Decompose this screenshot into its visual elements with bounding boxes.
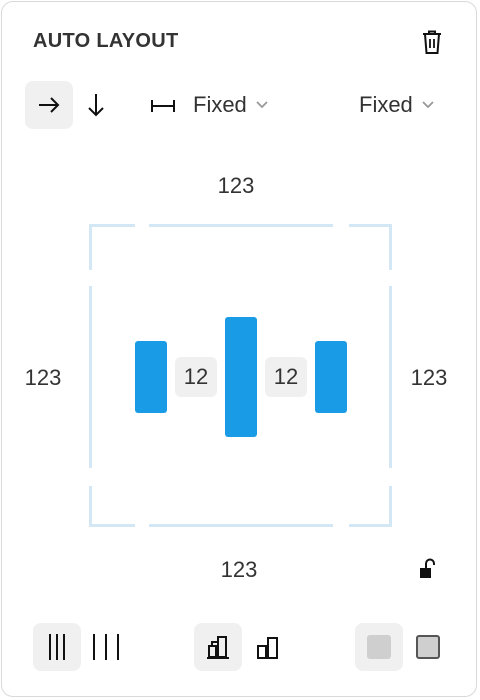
- padding-right-value[interactable]: 123: [410, 365, 448, 390]
- padding-top-value[interactable]: 123: [217, 173, 255, 198]
- bar-chart-icon: [207, 636, 229, 659]
- frame-left-bottom-segment: [89, 486, 92, 527]
- arrow-right-icon: [39, 97, 60, 113]
- child-item-3: [315, 341, 347, 413]
- padding-lock-button[interactable]: [412, 554, 442, 584]
- frame-top-center-segment: [149, 224, 333, 227]
- height-sizing-dropdown[interactable]: Fixed: [359, 92, 435, 118]
- direction-vertical-button[interactable]: [76, 81, 116, 129]
- filled-square-icon: [367, 635, 391, 659]
- outlined-square-icon: [416, 635, 440, 659]
- chevron-down-icon: [422, 101, 434, 109]
- item-spacing-field-1[interactable]: 12: [175, 357, 217, 397]
- frame-left-top-segment: [89, 224, 92, 270]
- height-sizing-label: Fixed: [359, 92, 413, 117]
- frame-right-center-segment: [389, 286, 392, 468]
- width-sizing-dropdown[interactable]: Fixed: [193, 92, 269, 118]
- padding-left-value[interactable]: 123: [24, 365, 62, 390]
- align-bottom-button[interactable]: [194, 623, 242, 671]
- child-item-1: [135, 341, 167, 413]
- frame-top-left-segment: [89, 224, 135, 227]
- space-between-button[interactable]: [86, 623, 126, 671]
- width-resize-icon: [150, 98, 176, 119]
- panel-title: AUTO LAYOUT: [33, 30, 179, 52]
- unlock-icon: [420, 558, 435, 578]
- frame-bottom-left-segment: [89, 524, 135, 527]
- frame-right-top-segment: [389, 224, 392, 270]
- frame-left-center-segment: [89, 286, 92, 468]
- chevron-down-icon: [256, 101, 268, 109]
- arrow-down-icon: [88, 94, 104, 117]
- width-sizing-label: Fixed: [193, 92, 247, 117]
- delete-button[interactable]: [414, 24, 450, 60]
- trash-icon: [423, 30, 441, 54]
- horizontal-resize-icon: [151, 100, 175, 112]
- space-between-columns-icon: [93, 634, 119, 660]
- padding-bottom-value[interactable]: 123: [220, 557, 258, 582]
- align-baseline-button[interactable]: [248, 623, 288, 671]
- stroke-style-button[interactable]: [408, 623, 448, 671]
- frame-right-bottom-segment: [389, 486, 392, 527]
- frame-bottom-right-segment: [349, 524, 392, 527]
- frame-bottom-center-segment: [149, 524, 333, 527]
- bar-chart-alt-icon: [257, 637, 278, 659]
- packed-spacing-button[interactable]: [33, 623, 81, 671]
- packed-columns-icon: [49, 634, 65, 660]
- frame-top-right-segment: [349, 224, 392, 227]
- item-spacing-field-2[interactable]: 12: [265, 357, 307, 397]
- child-item-2: [225, 317, 257, 437]
- fill-style-button[interactable]: [355, 623, 403, 671]
- direction-horizontal-button[interactable]: [25, 81, 73, 129]
